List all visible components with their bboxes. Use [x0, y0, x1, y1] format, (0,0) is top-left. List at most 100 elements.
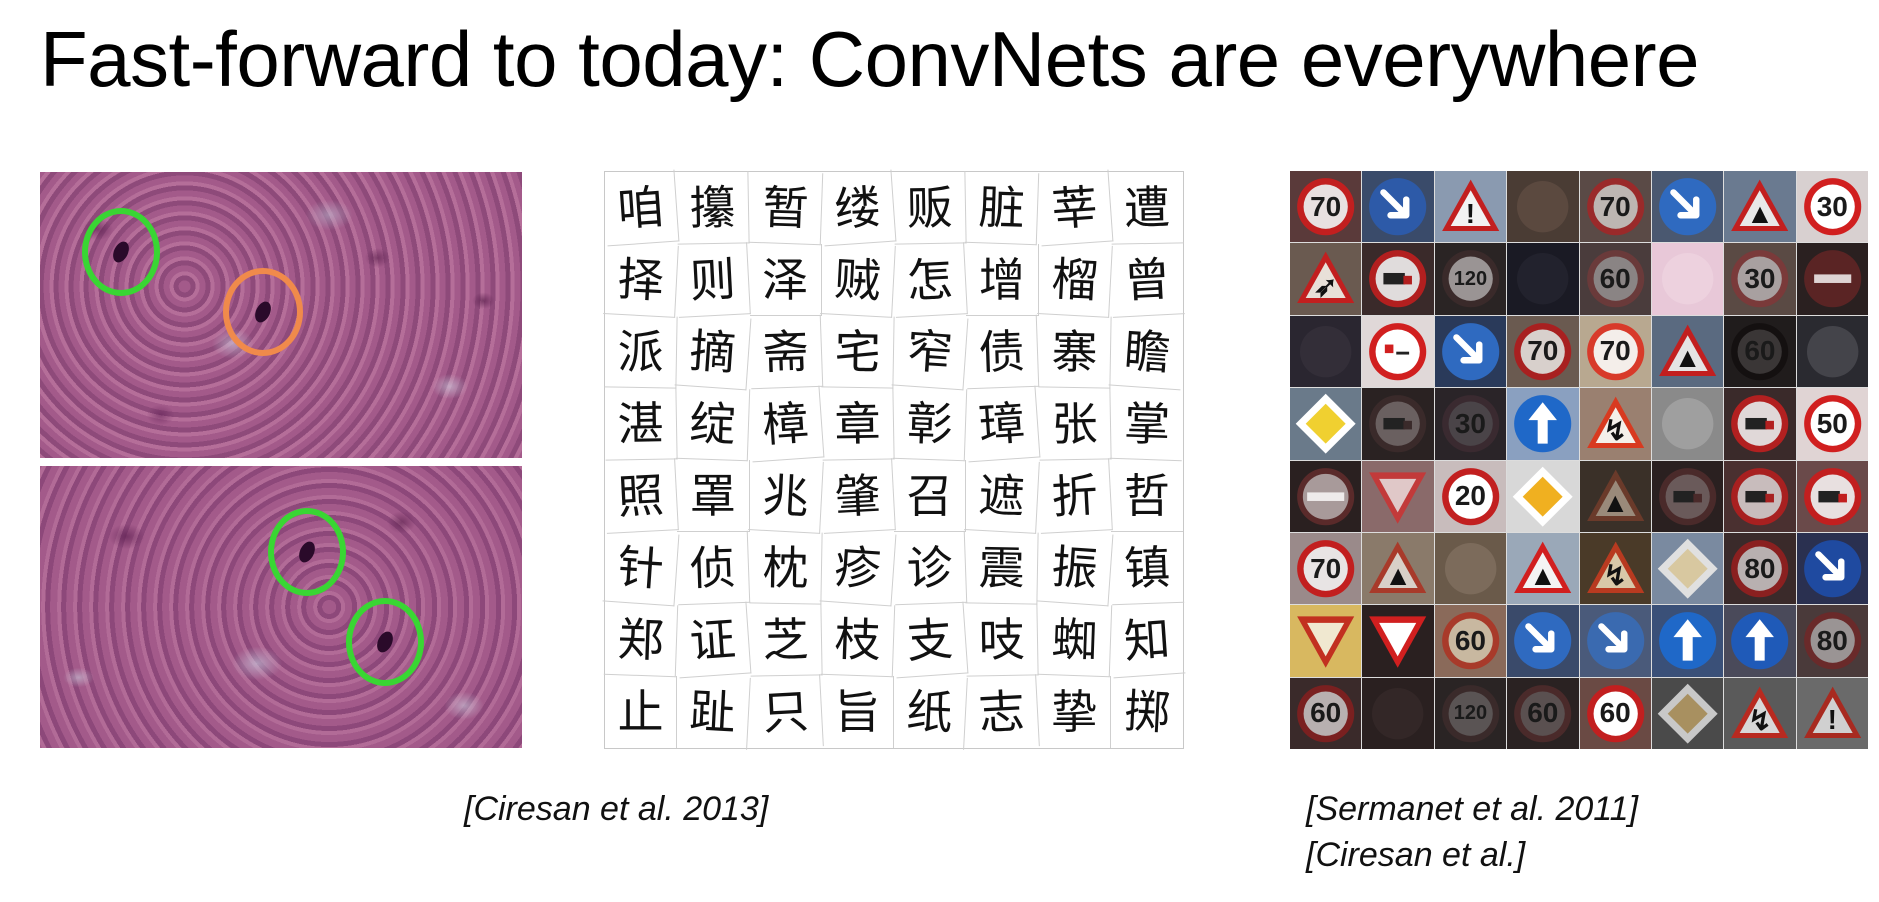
traffic-sign-arrow-blue: [1362, 171, 1434, 243]
handwritten-character: 针: [602, 529, 680, 607]
handwritten-character: 肇: [819, 458, 896, 534]
traffic-sign-yield: [1290, 605, 1362, 677]
traffic-sign-speed: 120: [1434, 243, 1507, 315]
handwritten-character: 折: [1036, 458, 1113, 534]
traffic-sign-arrow-up: [1724, 605, 1796, 677]
traffic-sign-speed: 70: [1507, 315, 1579, 388]
handwritten-character: 证: [674, 601, 752, 679]
handwritten-character: 咱: [602, 169, 680, 247]
handwritten-character: 掌: [1109, 386, 1185, 462]
traffic-sign-speed: 70: [1290, 532, 1362, 605]
handwritten-character: 旨: [822, 676, 894, 748]
traffic-sign-label: ↯: [1603, 560, 1627, 592]
traffic-sign-arrow-blue: [1651, 171, 1724, 243]
traffic-sign-icon: [1803, 686, 1861, 738]
slide-title: Fast-forward to today: ConvNets are ever…: [40, 15, 1700, 103]
traffic-sign-icon: [1803, 467, 1861, 525]
handwritten-character: 枕: [748, 531, 823, 605]
traffic-sign-label: ↯: [1603, 415, 1627, 447]
traffic-sign-icon: [1731, 395, 1789, 453]
handwritten-character: 泽: [749, 244, 822, 316]
traffic-sign-icon: [1441, 467, 1499, 525]
traffic-sign-truck: [1796, 460, 1868, 532]
traffic-sign-icon: [1659, 467, 1717, 525]
handwritten-character: 吱: [965, 603, 1040, 677]
handwritten-character: 贩: [893, 171, 967, 245]
traffic-sign-label: ▲: [1384, 559, 1412, 591]
traffic-sign-icon: [1731, 467, 1789, 525]
traffic-sign-icon: [1661, 253, 1714, 305]
traffic-sign-icon: [1586, 612, 1644, 670]
traffic-sign-icon: [1369, 322, 1427, 380]
traffic-sign-icon: [1441, 612, 1499, 670]
traffic-sign-diamond: [1290, 388, 1362, 460]
traffic-sign-label: ➶: [1313, 270, 1338, 302]
handwritten-character: 震: [965, 531, 1040, 605]
traffic-sign-icon: [1586, 469, 1644, 521]
traffic-sign-icon: [1297, 684, 1355, 742]
handwritten-character: 张: [1037, 387, 1112, 461]
traffic-sign-icon: [1514, 541, 1572, 593]
traffic-sign-triangle: ▲: [1362, 532, 1434, 605]
traffic-sign-label: ▲: [1528, 559, 1557, 591]
handwritten-character: 止: [605, 676, 678, 748]
traffic-sign-icon: [1659, 612, 1717, 670]
traffic-sign-label: 30: [1454, 407, 1487, 439]
traffic-sign-icon: [1369, 541, 1427, 593]
traffic-sign-icon: [1731, 540, 1789, 598]
traffic-sign-yield: [1362, 460, 1434, 532]
traffic-sign-icon: [1731, 322, 1789, 380]
handwritten-character: 曾: [1108, 242, 1185, 318]
traffic-sign-label: 70: [1599, 335, 1631, 367]
traffic-sign-speed: 60: [1579, 243, 1651, 315]
traffic-sign-triangle: ↯: [1579, 532, 1651, 605]
traffic-sign-icon: [1803, 540, 1861, 598]
traffic-sign-noentry: [1796, 243, 1868, 315]
handwritten-character: 脏: [965, 170, 1040, 246]
handwritten-character: 怎: [892, 242, 969, 318]
traffic-sign-speed: 20: [1434, 460, 1507, 532]
traffic-sign-icon: [1369, 178, 1427, 236]
traffic-sign-triangle: ➶: [1290, 243, 1362, 315]
traffic-sign-truck: [1651, 460, 1724, 532]
traffic-sign-label: !: [1827, 704, 1837, 736]
traffic-sign-icon: [1514, 395, 1572, 453]
handwritten-character: 湛: [604, 387, 678, 461]
traffic-sign-label: 120: [1453, 267, 1488, 290]
handwritten-character: 派: [604, 315, 678, 389]
handwritten-character: 兆: [747, 458, 824, 534]
traffic-sign-icon: [1803, 178, 1861, 236]
traffic-signs-grid: 70! 70 ▲ 30 ➶ 120 60 30 70 70 ▲ 60 30 ↯ 50 20 ▲ 70 ▲ ▲ ↯ 80 60…: [1290, 171, 1868, 749]
traffic-sign-triangle: ▲: [1651, 315, 1724, 388]
traffic-sign-label: 60: [1599, 263, 1631, 295]
histology-divider: [40, 458, 522, 466]
traffic-sign-icon: [1369, 250, 1427, 308]
traffic-sign-label: ▲: [1746, 197, 1774, 229]
handwritten-character: 枝: [820, 602, 896, 678]
handwritten-character: 掷: [1122, 683, 1172, 741]
traffic-sign-label: 80: [1744, 552, 1776, 584]
handwritten-character: 则: [675, 242, 752, 318]
citation-ciresan-2013: [Ciresan et al. 2013]: [464, 790, 769, 828]
traffic-sign-icon: [1586, 322, 1644, 380]
traffic-sign-truck: [1724, 388, 1796, 460]
traffic-sign-icon: [1514, 322, 1572, 380]
chinese-characters-grid: 咱攥暂缕贩脏莘遭择则泽贼怎增榴曾派摘斋宅窄债寨瞻湛绽樟章彰璋张掌照罩兆肇召遮折哲…: [602, 169, 1186, 750]
handwritten-character: 璋: [963, 385, 1041, 463]
traffic-sign-truck: [1724, 460, 1796, 532]
traffic-sign-label: 20: [1454, 480, 1487, 512]
mitosis-circle-orange: [223, 268, 303, 356]
traffic-sign-icon: [1441, 684, 1499, 742]
traffic-sign-icon: [1514, 612, 1572, 670]
traffic-sign-dark: [1651, 243, 1724, 315]
traffic-sign-speed: 30: [1724, 243, 1796, 315]
handwritten-character: 疹: [819, 529, 897, 607]
traffic-sign-icon: [1297, 467, 1355, 525]
handwritten-character: 寨: [1037, 315, 1112, 389]
traffic-sign-diamond: [1651, 677, 1724, 749]
traffic-sign-icon: [1659, 324, 1717, 376]
traffic-sign-label: 60: [1744, 335, 1776, 367]
handwritten-character: 榴: [1036, 242, 1113, 318]
traffic-sign-speed: 70: [1290, 171, 1362, 243]
handwritten-character: 莘: [1036, 169, 1114, 247]
